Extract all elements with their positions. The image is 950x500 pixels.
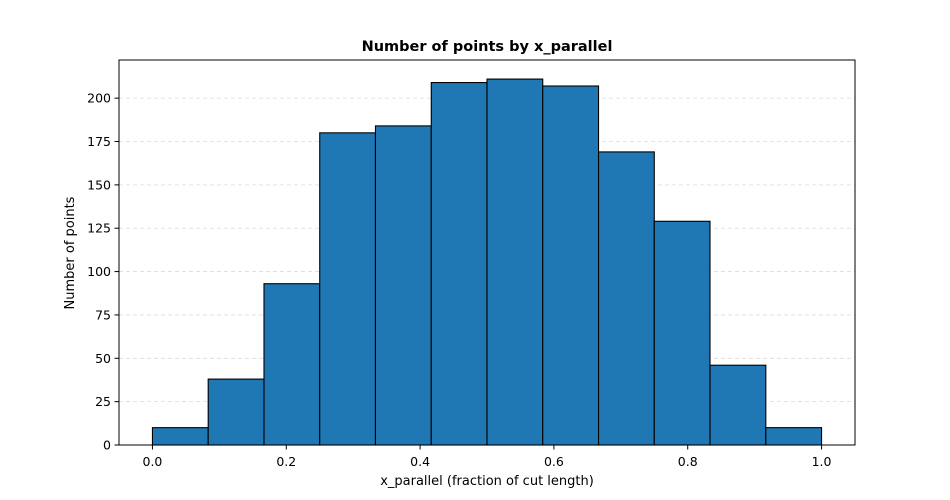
x-tick-label-4: 0.8 xyxy=(678,454,698,469)
y-axis-label: Number of points xyxy=(63,196,78,309)
histogram-bar-11 xyxy=(709,364,767,446)
histogram-bar-7 xyxy=(486,78,544,446)
x-axis-label: x_parallel (fraction of cut length) xyxy=(380,474,594,489)
histogram-bar-9 xyxy=(597,151,655,446)
histogram-bar-6 xyxy=(430,81,488,446)
histogram-bar-10 xyxy=(653,220,711,446)
axes xyxy=(118,59,856,446)
y-tick-label-8: 200 xyxy=(87,91,111,106)
x-tick-label-0: 0.0 xyxy=(143,454,163,469)
histogram-bar-3 xyxy=(263,283,321,446)
chart-title: Number of points by x_parallel xyxy=(362,39,613,55)
y-tick-label-1: 25 xyxy=(95,394,111,409)
y-tick-label-7: 175 xyxy=(87,134,111,149)
x-tick-label-3: 0.6 xyxy=(544,454,564,469)
y-tick-label-4: 100 xyxy=(87,264,111,279)
y-tick-label-2: 50 xyxy=(95,351,111,366)
y-tick-label-5: 125 xyxy=(87,221,111,236)
x-tick-label-2: 0.4 xyxy=(410,454,430,469)
histogram-bars xyxy=(151,78,823,446)
histogram-bar-2 xyxy=(207,378,265,446)
y-tick-label-6: 150 xyxy=(87,177,111,192)
x-tick-label-5: 1.0 xyxy=(812,454,832,469)
tick-marks: 0.0 0.2 0.4 0.6 0.8 1.0 0 25 50 75 100 125 150 175 200 xyxy=(87,91,831,469)
histogram-bar-8 xyxy=(542,85,600,446)
y-tick-label-3: 75 xyxy=(95,307,111,322)
plot-frame xyxy=(118,59,856,446)
histogram-bar-4 xyxy=(319,132,377,446)
y-tick-label-0: 0 xyxy=(103,438,111,453)
x-tick-label-1: 0.2 xyxy=(276,454,296,469)
histogram-bar-1 xyxy=(151,427,209,446)
histogram-bar-12 xyxy=(765,427,823,446)
histogram-bar-5 xyxy=(374,125,432,446)
